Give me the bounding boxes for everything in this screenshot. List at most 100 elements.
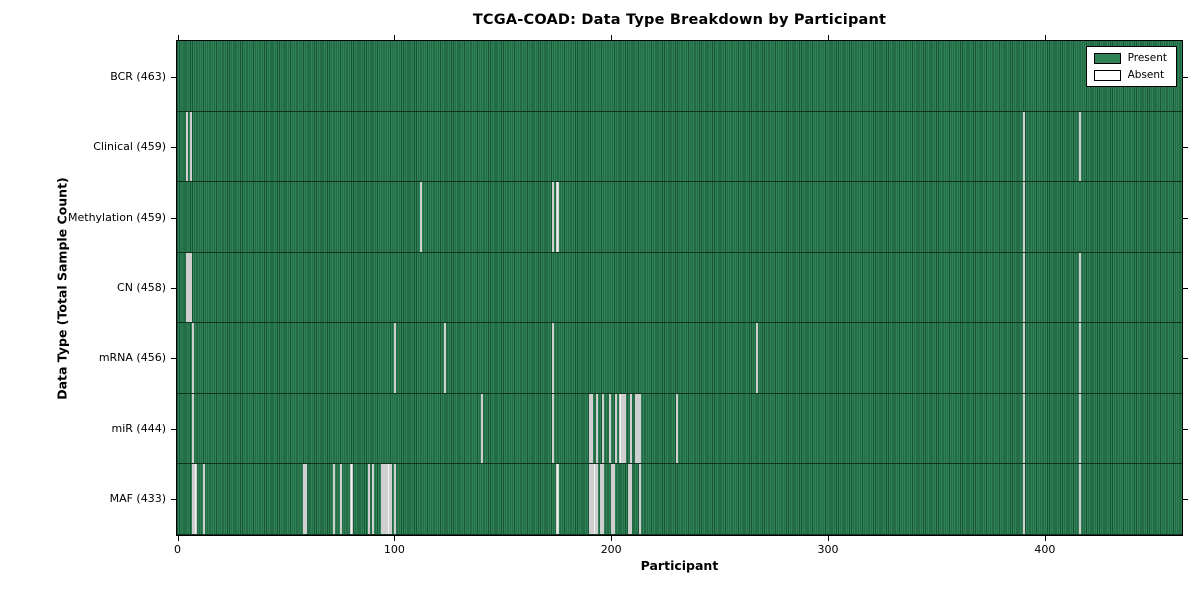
absent-stripe bbox=[591, 393, 594, 464]
absent-stripe bbox=[192, 464, 195, 535]
x-tick-mark-top bbox=[828, 35, 830, 40]
absent-stripe bbox=[380, 464, 384, 535]
absent-stripe bbox=[638, 393, 642, 464]
absent-stripe bbox=[675, 393, 678, 464]
x-tick-label: 0 bbox=[174, 543, 181, 556]
y-tick-label-clinical: Clinical (459) bbox=[93, 140, 166, 154]
absent-stripe bbox=[595, 393, 598, 464]
y-tick-mark bbox=[171, 288, 176, 289]
absent-stripe bbox=[608, 393, 611, 464]
absent-stripe bbox=[610, 464, 613, 535]
y-tick-label-mrna: mRNA (456) bbox=[98, 351, 166, 365]
chart-title: TCGA-COAD: Data Type Breakdown by Partic… bbox=[472, 12, 887, 28]
absent-stripe bbox=[589, 464, 592, 535]
x-tick-mark bbox=[611, 536, 613, 541]
absent-stripe bbox=[1022, 464, 1025, 535]
absent-stripe bbox=[367, 464, 370, 535]
y-tick-mark bbox=[1183, 499, 1188, 501]
row-bcr bbox=[177, 41, 1182, 112]
plot-area: Present Absent bbox=[176, 40, 1183, 536]
y-tick-mark bbox=[171, 76, 176, 78]
row-methylation bbox=[177, 182, 1182, 253]
y-tick-label-methylation: Methylation (459) bbox=[68, 210, 166, 224]
absent-stripe bbox=[556, 182, 559, 252]
absent-stripe bbox=[630, 464, 633, 535]
y-tick-mark bbox=[171, 217, 176, 219]
absent-stripe bbox=[552, 323, 555, 393]
absent-stripe bbox=[556, 464, 559, 535]
absent-stripe bbox=[1079, 252, 1082, 323]
absent-stripe bbox=[302, 464, 305, 535]
y-tick-mark bbox=[1183, 76, 1188, 78]
y-tick-mark bbox=[171, 147, 176, 149]
absent-stripe bbox=[389, 464, 392, 535]
absent-stripe bbox=[393, 323, 397, 393]
absent-stripe bbox=[595, 464, 598, 535]
absent-stripe bbox=[1022, 393, 1025, 464]
absent-stripe bbox=[350, 464, 353, 535]
absent-stripe bbox=[1079, 111, 1082, 182]
x-tick-mark bbox=[1044, 536, 1046, 541]
y-tick-label-cn: CN (458) bbox=[117, 281, 166, 294]
absent-stripe bbox=[1079, 464, 1082, 535]
absent-stripe bbox=[552, 182, 555, 252]
absent-stripe bbox=[602, 464, 605, 535]
row-mir bbox=[177, 393, 1182, 465]
absent-stripe bbox=[1022, 182, 1025, 252]
absent-stripe bbox=[187, 252, 191, 323]
absent-stripe bbox=[333, 464, 336, 535]
absent-stripe bbox=[194, 464, 197, 535]
absent-stripe bbox=[192, 323, 195, 393]
absent-stripe bbox=[372, 464, 375, 535]
row-mrna bbox=[177, 323, 1182, 394]
x-tick-label: 300 bbox=[817, 543, 839, 556]
absent-stripe bbox=[634, 393, 637, 464]
absent-stripe bbox=[393, 464, 397, 535]
absent-stripe bbox=[387, 464, 390, 535]
absent-stripe bbox=[638, 464, 642, 535]
y-tick-mark bbox=[1183, 428, 1188, 430]
absent-stripe bbox=[385, 464, 388, 535]
x-tick-label: 100 bbox=[383, 543, 405, 556]
x-tick-mark-top bbox=[611, 35, 613, 40]
absent-stripe bbox=[755, 323, 759, 393]
legend: Present Absent bbox=[1085, 46, 1177, 87]
absent-stripe bbox=[192, 393, 195, 464]
y-tick-label-mir: miR (444) bbox=[111, 421, 167, 435]
y-tick-mark bbox=[1183, 358, 1188, 360]
absent-stripe bbox=[630, 393, 633, 464]
absent-stripe bbox=[1079, 393, 1082, 464]
legend-swatch-absent bbox=[1093, 69, 1121, 81]
y-tick-label-maf: MAF (433) bbox=[109, 492, 166, 506]
absent-stripe bbox=[589, 393, 592, 464]
legend-swatch-present bbox=[1093, 52, 1121, 64]
absent-stripe bbox=[552, 393, 555, 464]
absent-stripe bbox=[443, 323, 446, 393]
absent-stripe bbox=[623, 393, 626, 464]
absent-stripe bbox=[621, 393, 624, 464]
y-tick-mark bbox=[171, 428, 176, 430]
absent-stripe bbox=[419, 182, 423, 252]
legend-entry-absent: Absent bbox=[1093, 69, 1167, 81]
x-tick-mark bbox=[828, 536, 830, 541]
absent-stripe bbox=[383, 464, 386, 535]
absent-stripe bbox=[304, 464, 308, 535]
absent-stripe bbox=[599, 464, 603, 535]
absent-stripe bbox=[190, 111, 193, 182]
row-maf bbox=[177, 464, 1182, 536]
legend-entry-present: Present bbox=[1093, 52, 1167, 64]
y-tick-label-bcr: BCR (463) bbox=[110, 69, 166, 83]
absent-stripe bbox=[1022, 252, 1025, 323]
x-tick-label: 200 bbox=[600, 543, 622, 556]
x-tick-mark-top bbox=[177, 35, 179, 40]
absent-stripe bbox=[1022, 323, 1025, 393]
absent-stripe bbox=[612, 464, 616, 535]
absent-stripe bbox=[185, 252, 188, 323]
absent-stripe bbox=[1022, 111, 1025, 182]
absent-stripe bbox=[636, 393, 639, 464]
absent-stripe bbox=[203, 464, 206, 535]
absent-stripe bbox=[602, 393, 605, 464]
absent-stripe bbox=[619, 393, 622, 464]
x-tick-mark bbox=[394, 536, 396, 541]
y-tick-mark bbox=[1183, 147, 1188, 149]
